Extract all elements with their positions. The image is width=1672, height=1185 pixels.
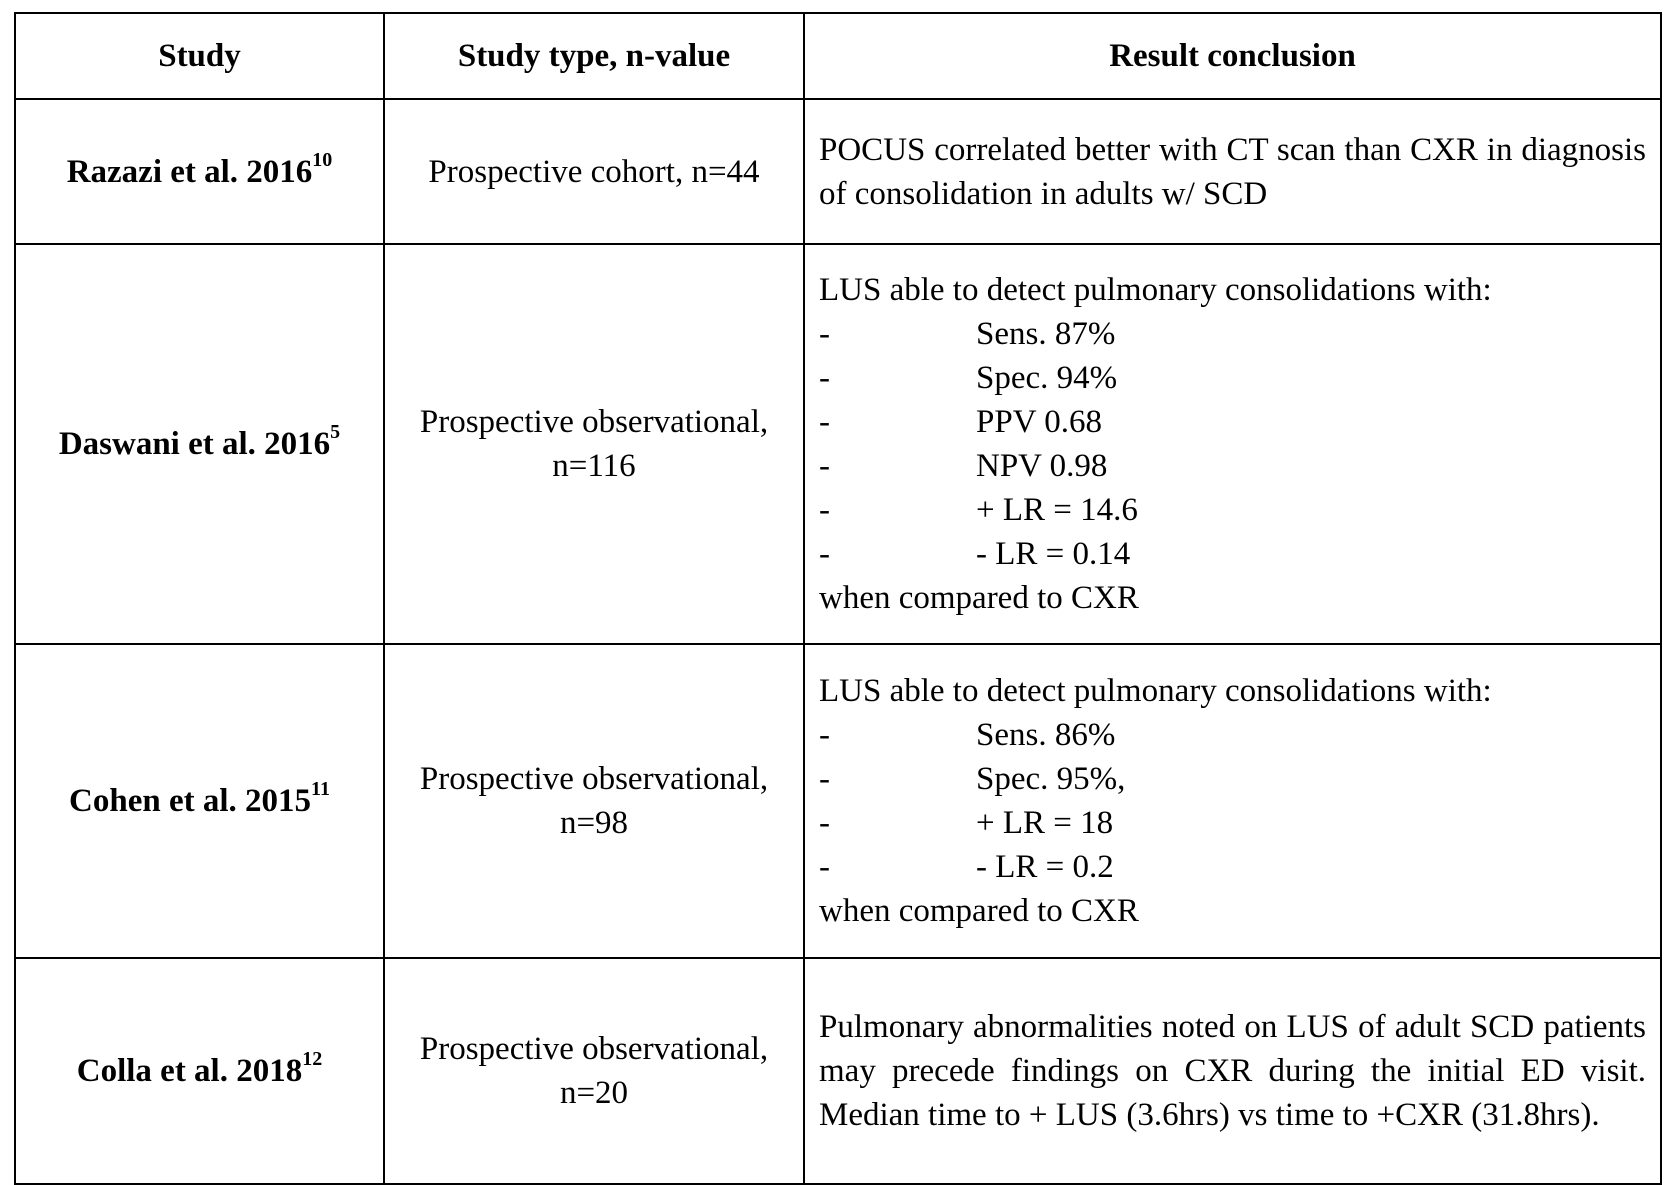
reference-number: 12 [302, 1048, 323, 1070]
bullet-text: NPV 0.98 [976, 448, 1108, 484]
study-type-text: Prospective cohort, n=44 [428, 153, 760, 190]
study-name: Cohen et al. 2015 [69, 783, 312, 819]
study-n-value: n=98 [559, 805, 629, 841]
list-item: - - LR = 0.14 [819, 532, 1646, 576]
bullet-marker: - [819, 404, 830, 440]
bullet-marker: - [819, 360, 830, 396]
study-type-text: Prospective observational, [419, 761, 769, 797]
bullet-text: Spec. 94% [976, 360, 1118, 396]
bullet-marker: - [819, 717, 830, 753]
studies-table: Study Study type, n-value Result conclus… [14, 12, 1662, 1185]
study-name-cell: Daswani et al. 20165 [14, 243, 385, 645]
list-item: - Spec. 95%, [819, 757, 1646, 801]
list-item: - Sens. 86% [819, 713, 1646, 757]
bullet-marker: - [819, 761, 830, 797]
study-n-value: n=116 [552, 448, 636, 484]
study-type-cell: Prospective observational, n=116 [383, 243, 805, 645]
result-cell: Pulmonary abnormalities noted on LUS of … [803, 957, 1662, 1185]
study-name: Colla et al. 2018 [76, 1053, 303, 1089]
bullet-text: + LR = 14.6 [976, 492, 1138, 528]
study-type-text: Prospective observational, [419, 1031, 769, 1067]
bullet-text: PPV 0.68 [976, 404, 1102, 440]
list-item: - Sens. 87% [819, 312, 1646, 356]
bullet-marker: - [819, 805, 830, 841]
result-outro: when compared to CXR [819, 893, 1139, 929]
list-item: - PPV 0.68 [819, 400, 1646, 444]
study-type-cell: Prospective observational, n=20 [383, 957, 805, 1185]
header-study: Study [14, 12, 385, 100]
table-row: Razazi et al. 201610 Prospective cohort,… [14, 98, 1662, 245]
study-name: Daswani et al. 2016 [58, 426, 331, 462]
bullet-marker: - [819, 492, 830, 528]
study-name-cell: Cohen et al. 201511 [14, 643, 385, 959]
study-type-cell: Prospective observational, n=98 [383, 643, 805, 959]
result-text: POCUS correlated better with CT scan tha… [819, 131, 1646, 212]
bullet-text: Sens. 87% [976, 316, 1116, 352]
study-type-cell: Prospective cohort, n=44 [383, 98, 805, 245]
bullet-text: Sens. 86% [976, 717, 1116, 753]
table-row: Daswani et al. 20165 Prospective observa… [14, 243, 1662, 645]
bullet-text: + LR = 18 [976, 805, 1114, 841]
result-cell: LUS able to detect pulmonary consolidati… [803, 643, 1662, 959]
list-item: - + LR = 18 [819, 801, 1646, 845]
study-name: Razazi et al. 2016 [66, 153, 313, 190]
header-study-type: Study type, n-value [383, 12, 805, 100]
table-row: Cohen et al. 201511 Prospective observat… [14, 643, 1662, 959]
bullet-text: Spec. 95%, [976, 761, 1126, 797]
study-type-text: Prospective observational, [419, 404, 769, 440]
result-outro: when compared to CXR [819, 580, 1139, 616]
result-cell: LUS able to detect pulmonary consolidati… [803, 243, 1662, 645]
result-intro: LUS able to detect pulmonary consolidati… [819, 272, 1492, 308]
header-result-conclusion: Result conclusion [803, 12, 1662, 100]
study-name-cell: Colla et al. 201812 [14, 957, 385, 1185]
bullet-text: - LR = 0.14 [976, 536, 1131, 572]
list-item: - - LR = 0.2 [819, 845, 1646, 889]
list-item: - Spec. 94% [819, 356, 1646, 400]
result-text: Pulmonary abnormalities noted on LUS of … [819, 1009, 1646, 1133]
reference-number: 11 [311, 778, 330, 800]
list-item: - NPV 0.98 [819, 444, 1646, 488]
header-row: Study Study type, n-value Result conclus… [14, 12, 1662, 100]
list-item: - + LR = 14.6 [819, 488, 1646, 532]
bullet-marker: - [819, 536, 830, 572]
reference-number: 5 [330, 421, 341, 443]
study-n-value: n=20 [559, 1075, 629, 1111]
bullet-marker: - [819, 316, 830, 352]
result-intro: LUS able to detect pulmonary consolidati… [819, 673, 1492, 709]
table-row: Colla et al. 201812 Prospective observat… [14, 957, 1662, 1185]
reference-number: 10 [312, 148, 333, 171]
study-name-cell: Razazi et al. 201610 [14, 98, 385, 245]
result-cell: POCUS correlated better with CT scan tha… [803, 98, 1662, 245]
bullet-marker: - [819, 849, 830, 885]
bullet-marker: - [819, 448, 830, 484]
bullet-text: - LR = 0.2 [976, 849, 1114, 885]
